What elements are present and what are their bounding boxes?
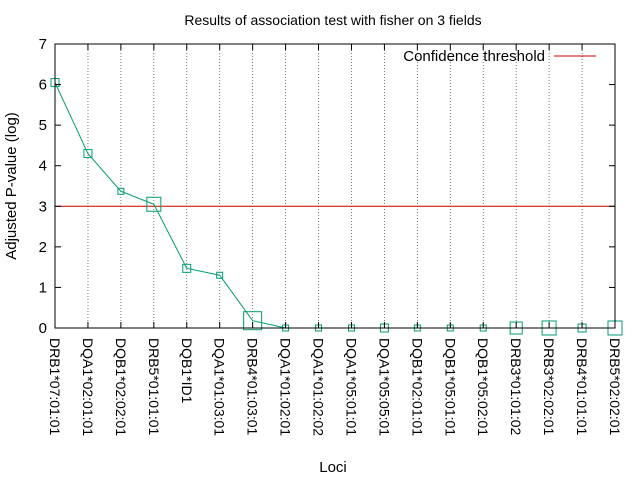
y-tick-label: 2 [39, 239, 47, 256]
data-point [216, 271, 224, 279]
y-tick-label: 3 [39, 198, 47, 215]
legend-label: Confidence threshold [403, 48, 545, 65]
x-tick-label: DRB1*07:01:01 [47, 338, 63, 436]
y-axis-ticks: 0 1 2 3 4 5 6 7 [39, 36, 615, 337]
y-tick-label: 4 [39, 158, 47, 175]
data-point [83, 149, 93, 159]
x-tick-label: DQA1*05:01:01 [343, 338, 359, 436]
x-tick-label: DRB4*01:01:01 [574, 338, 590, 436]
data-point [146, 196, 162, 212]
y-tick-label: 1 [39, 279, 47, 296]
chart-title: Results of association test with fisher … [184, 12, 481, 28]
x-tick-label: DQB1*02:01:01 [409, 338, 425, 436]
x-tick-label: DQA1*01:02:01 [278, 338, 294, 436]
x-tick-label: DRB5*02:02:01 [607, 338, 623, 436]
data-point [182, 263, 192, 273]
x-axis-ticks: DRB1*07:01:01 DQA1*02:01:01 DQB1*02:02:01 D… [47, 44, 623, 436]
data-point [117, 187, 125, 195]
x-tick-label: DQB1*ID1 [179, 338, 195, 404]
y-tick-label: 6 [39, 77, 47, 94]
x-tick-label: DQA1*01:03:01 [212, 338, 228, 436]
x-tick-label: DQB1*02:02:01 [113, 338, 129, 436]
plot-frame [54, 43, 616, 329]
legend: Confidence threshold [403, 48, 596, 65]
x-tick-label: DRB3*02:02:01 [541, 338, 557, 436]
x-tick-label: DRB5*01:01:01 [146, 338, 162, 436]
x-tick-label: DQA1*02:01:01 [80, 338, 96, 436]
x-axis-label: Loci [319, 459, 347, 476]
y-tick-label: 0 [39, 320, 47, 337]
y-tick-label: 5 [39, 117, 47, 134]
x-tick-label: DQA1*05:05:01 [376, 338, 392, 436]
grid-layer [87, 44, 583, 328]
y-tick-label: 7 [39, 36, 47, 53]
x-tick-label: DRB3*01:01:02 [508, 338, 524, 436]
x-tick-label: DRB4*01:03:01 [245, 338, 261, 436]
x-tick-label: DQB1*05:02:01 [475, 338, 491, 436]
series-line [54, 82, 615, 329]
y-axis-label: Adjusted P-value (log) [3, 112, 20, 260]
x-tick-label: DQB1*05:01:01 [442, 338, 458, 436]
data-point [243, 311, 263, 331]
x-tick-label: DQA1*01:02:02 [311, 338, 327, 436]
